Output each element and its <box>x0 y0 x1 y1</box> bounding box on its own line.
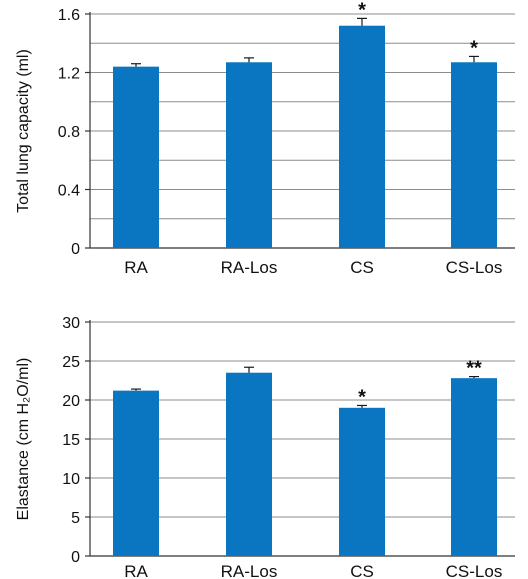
y-axis-title: Total lung capacity (ml) <box>15 49 32 213</box>
bar-ra <box>113 66 159 249</box>
y-axis-title: Elastance (cm H₂O/ml) <box>15 358 32 521</box>
x-tick-label: RA-Los <box>221 258 278 277</box>
y-tick-label: 0 <box>71 241 80 258</box>
panel-total-lung-capacity: 0 0.4 0.8 1.2 1.6 Total lung capacity (ml) RA R… <box>15 0 515 277</box>
bar-ra-los <box>226 62 272 249</box>
bar-cs <box>339 407 385 556</box>
y-tick-label: 1.6 <box>58 7 80 24</box>
y-tick-label: 0.8 <box>58 124 80 141</box>
y-tick-label: 15 <box>62 432 80 449</box>
x-tick-label: RA <box>124 562 148 579</box>
y-tick-label: 30 <box>62 315 80 332</box>
x-tick-label: CS <box>350 562 374 579</box>
x-tick-label: CS <box>350 258 374 277</box>
y-tick-label: 10 <box>62 471 80 488</box>
x-tick-label: RA <box>124 258 148 277</box>
x-tick-label: CS-Los <box>446 562 503 579</box>
bar-ra <box>113 390 159 556</box>
y-tick-label: 20 <box>62 393 80 410</box>
bar-cs-los <box>451 62 497 249</box>
significance-marker: * <box>470 37 478 59</box>
significance-marker: ** <box>466 358 482 380</box>
y-tick-label: 25 <box>62 354 80 371</box>
bar-cs-los <box>451 378 497 556</box>
y-tick-label: 0 <box>71 549 80 566</box>
significance-marker: * <box>358 386 366 408</box>
panel-elastance: 0 5 10 15 20 25 30 Elastance (cm H₂O/ml) RA RA-Lo… <box>15 315 515 579</box>
y-tick-label: 1.2 <box>58 66 80 83</box>
bar-ra-los <box>226 372 272 556</box>
x-tick-label: CS-Los <box>446 258 503 277</box>
y-tick-label: 0.4 <box>58 183 80 200</box>
x-tick-label: RA-Los <box>221 562 278 579</box>
y-tick-label: 5 <box>71 510 80 527</box>
significance-marker: * <box>358 0 366 21</box>
bar-cs <box>339 25 385 249</box>
